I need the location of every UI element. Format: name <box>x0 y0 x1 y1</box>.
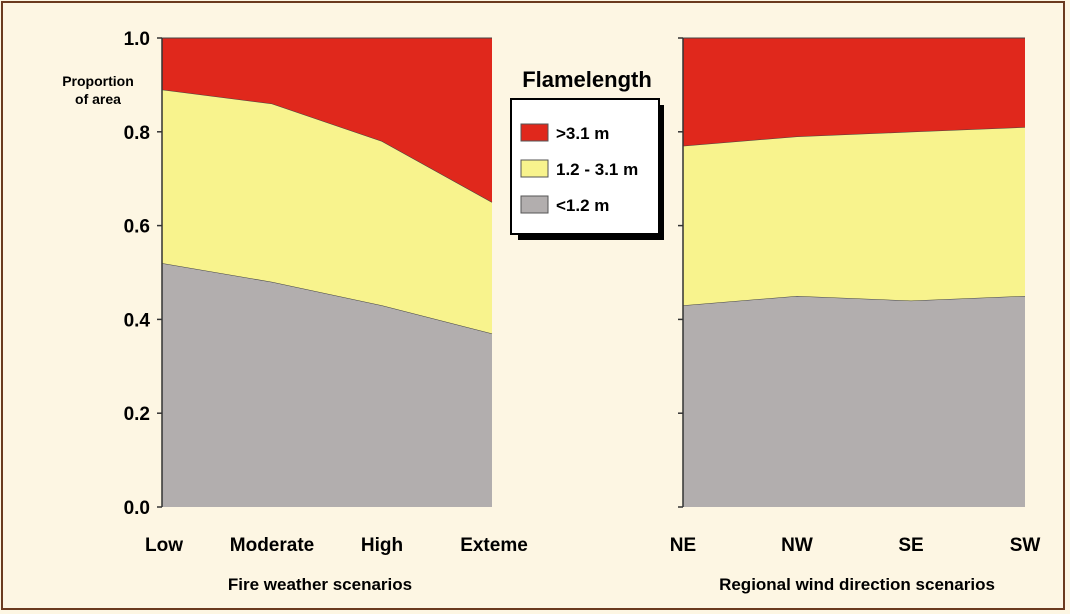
left-area-3-1-m <box>162 38 492 203</box>
legend-label-high: >3.1 m <box>556 124 609 143</box>
legend-swatch-low <box>520 195 549 214</box>
left-x-tick-label: Exteme <box>460 535 528 556</box>
right-x-axis-title: Regional wind direction scenarios <box>719 575 995 594</box>
y-tick-label: 1.0 <box>124 29 150 50</box>
right-x-tick-label: SE <box>898 535 923 556</box>
left-x-tick-label: Low <box>145 535 183 556</box>
left-x-axis-title: Fire weather scenarios <box>228 575 412 594</box>
y-axis-label-line1: Proportion <box>62 73 134 89</box>
left-x-tick-label: Moderate <box>230 535 314 556</box>
y-tick-label: 0.8 <box>124 123 150 144</box>
right-x-tick-label: SW <box>1010 535 1041 556</box>
left-chart-areas <box>161 37 493 507</box>
legend-title: Flamelength <box>522 67 652 92</box>
legend-swatch-mid <box>520 159 549 178</box>
right-x-tick-label: NW <box>781 535 813 556</box>
legend-swatch-high <box>520 123 549 142</box>
y-axis-label-line2: of area <box>75 91 121 107</box>
y-tick-label: 0.0 <box>124 498 150 519</box>
legend: >3.1 m 1.2 - 3.1 m <1.2 m <box>510 98 664 240</box>
right-area-1-2-3-1-m <box>683 127 1025 306</box>
legend-label-mid: 1.2 - 3.1 m <box>556 160 638 179</box>
chart-axes: 0.0 0.2 0.4 0.6 0.8 1.0 Low Moderate High Exteme N… <box>124 29 1041 556</box>
right-area-1-2-m <box>683 295 1025 507</box>
right-x-tick-label: NE <box>670 535 696 556</box>
right-area-3-1-m <box>683 38 1025 146</box>
left-area-1-2-3-1-m <box>162 89 492 334</box>
left-x-tick-label: High <box>361 535 403 556</box>
right-chart-areas <box>682 37 1026 507</box>
y-tick-label: 0.6 <box>124 217 150 238</box>
legend-label-low: <1.2 m <box>556 196 609 215</box>
y-tick-label: 0.4 <box>124 310 151 331</box>
y-tick-label: 0.2 <box>124 404 150 425</box>
left-area-1-2-m <box>162 263 492 507</box>
